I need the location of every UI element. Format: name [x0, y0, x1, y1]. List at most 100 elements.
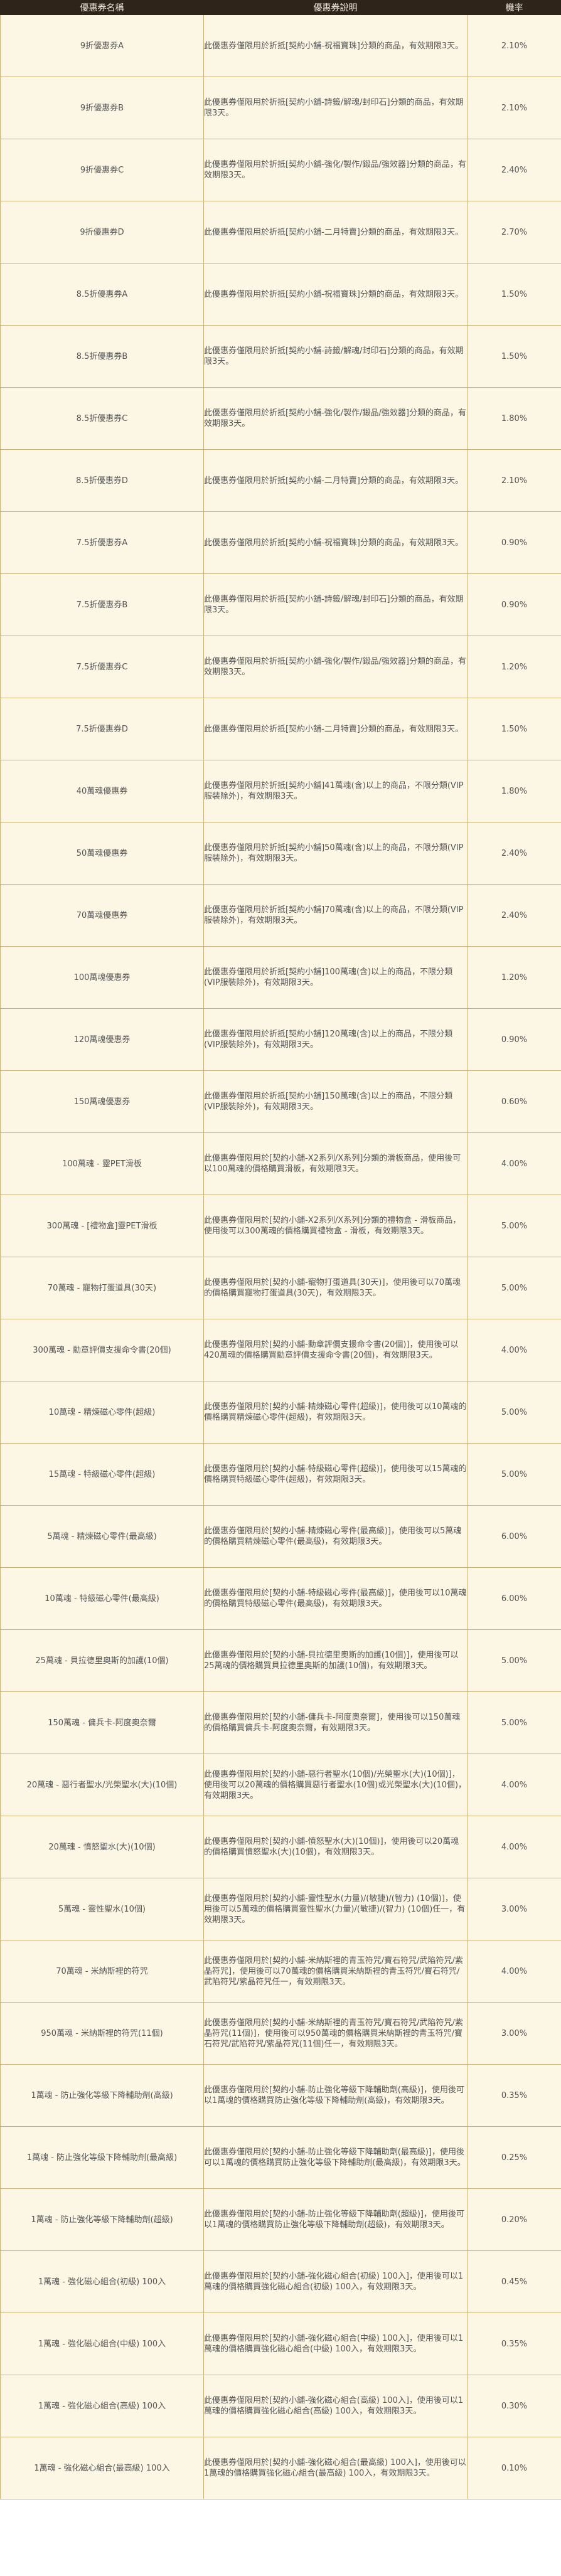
- coupon-name-cell: 50萬魂優惠券: [0, 822, 204, 885]
- table-row: 25萬魂 - 貝拉德里奧斯的加護(10個) 此優惠券僅限用於[契約小舖-貝拉德里奧…: [0, 1629, 561, 1692]
- coupon-name-cell: 300萬魂 - 勳章評價支援命令書(20個): [0, 1319, 204, 1381]
- table-row: 9折優惠券B 此優惠券僅限用於折抵[契約小舖-詩籤/解魂/封印石]分類的商品，有效…: [0, 77, 561, 139]
- table-row: 5萬魂 - 精煉磁心零件(最高級) 此優惠券僅限用於[契約小舖-精煉磁心零件(最高…: [0, 1505, 561, 1568]
- coupon-description-cell: 此優惠券僅限用於[契約小舖-貝拉德里奧斯的加護(10個)]，使用後可以25萬魂的…: [203, 1629, 468, 1692]
- probability-cell: 2.40%: [467, 139, 561, 201]
- probability-cell: 1.50%: [467, 698, 561, 760]
- table-row: 10萬魂 - 精煉磁心零件(超級) 此優惠券僅限用於[契約小舖-精煉磁心零件(超級…: [0, 1381, 561, 1444]
- table-row: 70萬魂優惠券 此優惠券僅限用於折抵[契約小舖]70萬魂(含)以上的商品，不限分類…: [0, 884, 561, 947]
- probability-cell: 4.00%: [467, 1132, 561, 1195]
- probability-cell: 5.00%: [467, 1629, 561, 1692]
- probability-cell: 0.20%: [467, 2188, 561, 2251]
- coupon-name-cell: 8.5折優惠券B: [0, 325, 204, 388]
- coupon-description-cell: 此優惠券僅限用於[契約小舖-精煉磁心零件(超級)]，使用後可以10萬魂的價格購買…: [203, 1381, 468, 1444]
- probability-cell: 0.30%: [467, 2375, 561, 2437]
- coupon-description-cell: 此優惠券僅限用於[契約小舖-X2系列/X系列]分類的滑板商品，使用後可以100萬…: [203, 1132, 468, 1195]
- coupon-description-cell: 此優惠券僅限用於[契約小舖-寵物打蛋道具(30天)]，使用後可以70萬魂的價格購…: [203, 1257, 468, 1319]
- table-row: 50萬魂優惠券 此優惠券僅限用於折抵[契約小舖]50萬魂(含)以上的商品，不限分類…: [0, 822, 561, 885]
- coupon-name-cell: 9折優惠券D: [0, 201, 204, 263]
- probability-cell: 1.80%: [467, 760, 561, 822]
- table-row: 1萬魂 - 強化磁心組合(高級) 100入 此優惠券僅限用於[契約小舖-強化磁心組…: [0, 2375, 561, 2437]
- coupon-name-cell: 1萬魂 - 防止強化等級下降輔助劑(超級): [0, 2188, 204, 2251]
- coupon-name-cell: 7.5折優惠券A: [0, 511, 204, 574]
- coupon-name-cell: 9折優惠券B: [0, 77, 204, 139]
- coupon-description-cell: 此優惠券僅限用於折抵[契約小舖-詩籤/解魂/封印石]分類的商品，有效期限3天。: [203, 77, 468, 139]
- probability-cell: 5.00%: [467, 1691, 561, 1754]
- probability-cell: 5.00%: [467, 1443, 561, 1506]
- coupon-description-cell: 此優惠券僅限用於折抵[契約小舖]50萬魂(含)以上的商品，不限分類(VIP服裝除…: [203, 822, 468, 885]
- table-row: 7.5折優惠券B 此優惠券僅限用於折抵[契約小舖-詩籤/解魂/封印石]分類的商品，…: [0, 573, 561, 636]
- coupon-name-cell: 1萬魂 - 強化磁心組合(中級) 100入: [0, 2313, 204, 2375]
- coupon-name-cell: 100萬魂 - 靈PET滑板: [0, 1132, 204, 1195]
- coupon-name-cell: 10萬魂 - 特級磁心零件(最高級): [0, 1567, 204, 1630]
- coupon-description-cell: 此優惠券僅限用於折抵[契約小舖-祝福寶珠]分類的商品，有效期限3天。: [203, 511, 468, 574]
- table-row: 20萬魂 - 憤怒聖水(大)(10個) 此優惠券僅限用於[契約小舖-憤怒聖水(大)…: [0, 1816, 561, 1878]
- coupon-description-cell: 此優惠券僅限用於折抵[契約小舖-強化/製作/鍛品/強效器]分類的商品，有效期限3…: [203, 387, 468, 450]
- coupon-description-cell: 此優惠券僅限用於[契約小舖-靈性聖水(力量)/(敏捷)/(智力) (10個)]，…: [203, 1878, 468, 1940]
- table-row: 9折優惠券C 此優惠券僅限用於折抵[契約小舖-強化/製作/鍛品/強效器]分類的商品…: [0, 139, 561, 201]
- table-row: 8.5折優惠券A 此優惠券僅限用於折抵[契約小舖-祝福寶珠]分類的商品，有效期限3…: [0, 263, 561, 326]
- coupon-description-cell: 此優惠券僅限用於[契約小舖-強化磁心組合(初級) 100入]，使用後可以1萬魂的…: [203, 2250, 468, 2313]
- coupon-description-cell: 此優惠券僅限用於[契約小舖-米納斯裡的青玉符咒/寶石符咒/武陷符咒/紫晶符咒]，…: [203, 1940, 468, 2003]
- coupon-name-cell: 1萬魂 - 強化磁心組合(初級) 100入: [0, 2250, 204, 2313]
- probability-cell: 0.90%: [467, 1008, 561, 1071]
- coupon-name-cell: 150萬魂 - 傭兵卡-阿度奧奈爾: [0, 1691, 204, 1754]
- coupon-description-cell: 此優惠券僅限用於折抵[契約小舖-二月特賣]分類的商品，有效期限3天。: [203, 449, 468, 512]
- table-row: 7.5折優惠券C 此優惠券僅限用於折抵[契約小舖-強化/製作/鍛品/強效器]分類的…: [0, 636, 561, 698]
- probability-cell: 1.20%: [467, 946, 561, 1009]
- coupon-description-cell: 此優惠券僅限用於[契約小舖-強化磁心組合(中級) 100入]，使用後可以1萬魂的…: [203, 2313, 468, 2375]
- table-row: 7.5折優惠券A 此優惠券僅限用於折抵[契約小舖-祝福寶珠]分類的商品，有效期限3…: [0, 511, 561, 574]
- table-row: 150萬魂 - 傭兵卡-阿度奧奈爾 此優惠券僅限用於[契約小舖-傭兵卡-阿度奧奈爾…: [0, 1691, 561, 1754]
- coupon-description-cell: 此優惠券僅限用於[契約小舖-惡行者聖水(10個)/光榮聖水(大)(10個)]，使…: [203, 1754, 468, 1816]
- table-row: 1萬魂 - 強化磁心組合(初級) 100入 此優惠券僅限用於[契約小舖-強化磁心組…: [0, 2250, 561, 2313]
- coupon-name-cell: 7.5折優惠券B: [0, 573, 204, 636]
- probability-cell: 1.20%: [467, 636, 561, 698]
- table-row: 300萬魂 - 勳章評價支援命令書(20個) 此優惠券僅限用於[契約小舖-勳章評價…: [0, 1319, 561, 1381]
- coupon-description-cell: 此優惠券僅限用於[契約小舖-強化磁心組合(高級) 100入]，使用後可以1萬魂的…: [203, 2375, 468, 2437]
- coupon-name-cell: 9折優惠券C: [0, 139, 204, 201]
- table-row: 7.5折優惠券D 此優惠券僅限用於折抵[契約小舖-二月特賣]分類的商品，有效期限3…: [0, 698, 561, 760]
- table-row: 70萬魂 - 米納斯裡的符咒 此優惠券僅限用於[契約小舖-米納斯裡的青玉符咒/寶石…: [0, 1940, 561, 2003]
- coupon-name-cell: 100萬魂優惠券: [0, 946, 204, 1009]
- coupon-description-cell: 此優惠券僅限用於折抵[契約小舖]120萬魂(含)以上的商品，不限分類(VIP服裝…: [203, 1008, 468, 1071]
- coupon-name-cell: 8.5折優惠券C: [0, 387, 204, 450]
- coupon-description-cell: 此優惠券僅限用於折抵[契約小舖-詩籤/解魂/封印石]分類的商品，有效期限3天。: [203, 325, 468, 388]
- probability-cell: 1.50%: [467, 325, 561, 388]
- coupon-name-cell: 15萬魂 - 特級磁心零件(超級): [0, 1443, 204, 1506]
- table-row: 1萬魂 - 防止強化等級下降輔助劑(超級) 此優惠券僅限用於[契約小舖-防止強化等…: [0, 2188, 561, 2251]
- table-row: 10萬魂 - 特級磁心零件(最高級) 此優惠券僅限用於[契約小舖-特級磁心零件(最…: [0, 1567, 561, 1630]
- coupon-name-cell: 120萬魂優惠券: [0, 1008, 204, 1071]
- coupon-name-cell: 40萬魂優惠券: [0, 760, 204, 822]
- coupon-description-cell: 此優惠券僅限用於折抵[契約小舖-二月特賣]分類的商品，有效期限3天。: [203, 201, 468, 263]
- coupon-name-cell: 7.5折優惠券D: [0, 698, 204, 760]
- header-coupon-description: 優惠券說明: [203, 0, 468, 15]
- coupon-description-cell: 此優惠券僅限用於[契約小舖-傭兵卡-阿度奧奈爾]，使用後可以150萬魂的價格購買…: [203, 1691, 468, 1754]
- table-body: 9折優惠券A 此優惠券僅限用於折抵[契約小舖-祝福寶珠]分類的商品，有效期限3天。…: [0, 14, 561, 2499]
- probability-cell: 4.00%: [467, 1754, 561, 1816]
- coupon-description-cell: 此優惠券僅限用於折抵[契約小舖-強化/製作/鍛品/強效器]分類的商品，有效期限3…: [203, 139, 468, 201]
- table-row: 1萬魂 - 防止強化等級下降輔助劑(最高級) 此優惠券僅限用於[契約小舖-防止強化…: [0, 2126, 561, 2189]
- coupon-name-cell: 8.5折優惠券D: [0, 449, 204, 512]
- coupon-name-cell: 950萬魂 - 米納斯裡的符咒(11個): [0, 2002, 204, 2065]
- coupon-name-cell: 5萬魂 - 靈性聖水(10個): [0, 1878, 204, 1940]
- table-row: 100萬魂優惠券 此優惠券僅限用於折抵[契約小舖]100萬魂(含)以上的商品，不限…: [0, 946, 561, 1009]
- table-row: 8.5折優惠券B 此優惠券僅限用於折抵[契約小舖-詩籤/解魂/封印石]分類的商品，…: [0, 325, 561, 388]
- table-row: 9折優惠券D 此優惠券僅限用於折抵[契約小舖-二月特賣]分類的商品，有效期限3天。…: [0, 201, 561, 263]
- probability-cell: 6.00%: [467, 1567, 561, 1630]
- table-row: 8.5折優惠券D 此優惠券僅限用於折抵[契約小舖-二月特賣]分類的商品，有效期限3…: [0, 449, 561, 512]
- table-row: 20萬魂 - 惡行者聖水/光榮聖水(大)(10個) 此優惠券僅限用於[契約小舖-惡…: [0, 1754, 561, 1816]
- coupon-description-cell: 此優惠券僅限用於折抵[契約小舖]150萬魂(含)以上的商品，不限分類(VIP服裝…: [203, 1070, 468, 1133]
- table-row: 300萬魂 - [禮物盒]靈PET滑板 此優惠券僅限用於[契約小舖-X2系列/X系…: [0, 1195, 561, 1257]
- probability-cell: 2.40%: [467, 822, 561, 885]
- coupon-name-cell: 150萬魂優惠券: [0, 1070, 204, 1133]
- header-probability: 機率: [467, 0, 561, 15]
- probability-cell: 5.00%: [467, 1195, 561, 1257]
- coupon-name-cell: 7.5折優惠券C: [0, 636, 204, 698]
- coupon-description-cell: 此優惠券僅限用於[契約小舖-憤怒聖水(大)(10個)]，使用後可以20萬魂的價格…: [203, 1816, 468, 1878]
- probability-cell: 0.10%: [467, 2437, 561, 2499]
- coupon-description-cell: 此優惠券僅限用於[契約小舖-精煉磁心零件(最高級)]，使用後可以5萬魂的價格購買…: [203, 1505, 468, 1568]
- probability-cell: 6.00%: [467, 1505, 561, 1568]
- coupon-name-cell: 25萬魂 - 貝拉德里奧斯的加護(10個): [0, 1629, 204, 1692]
- coupon-description-cell: 此優惠券僅限用於折抵[契約小舖]41萬魂(含)以上的商品，不限分類(VIP服裝除…: [203, 760, 468, 822]
- coupon-name-cell: 8.5折優惠券A: [0, 263, 204, 326]
